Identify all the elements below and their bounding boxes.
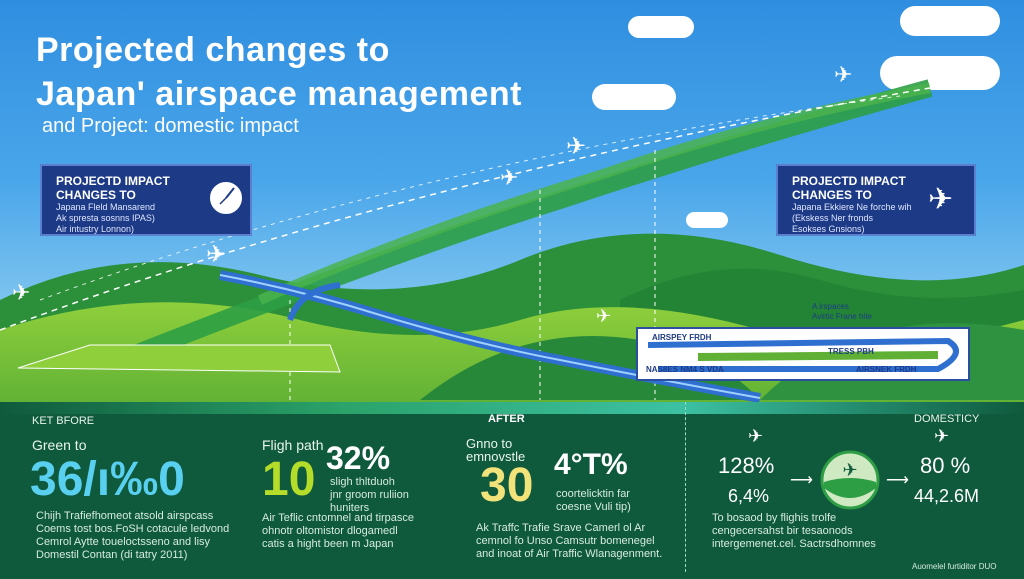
- col2-text: Air Teflic cntomnel and tirpasce ohnotr …: [262, 512, 414, 551]
- cloud: [628, 16, 694, 38]
- arrow-icon: ⟶: [886, 472, 909, 489]
- left-impact-box: PROJECTD IMPACT CHANGES TO Japana Fleld …: [40, 164, 252, 236]
- col1-label: Green to: [32, 437, 87, 453]
- box-heading: PROJECTD IMPACT: [792, 174, 906, 188]
- airspace-label: A irspaces Avirtic Frane hite: [812, 302, 872, 322]
- airplane-icon: ✈: [206, 241, 227, 268]
- col4-text-2: cengecersahst bir tesaonods: [712, 525, 853, 537]
- box-text: Esokses Gnsions): [792, 224, 865, 234]
- route-lines: [647, 337, 959, 372]
- route-label: AIRSNEK FRDH: [856, 365, 917, 374]
- col2-text-1: Air Teflic cntomnel and tirpasce: [262, 512, 415, 524]
- route-label: NAS8ES NM4 S VDA: [646, 365, 724, 374]
- box-heading: PROJECTD IMPACT: [56, 174, 170, 188]
- col1-text-3: Cemrol Aytte toueloctsseno and lisy: [36, 536, 211, 548]
- col1-text: Chijh Trafiefhomeot atsold airspcass Coe…: [36, 510, 229, 562]
- col2-text-3: catis a hight been m Japan: [262, 538, 394, 550]
- airplane-icon: ✈: [834, 62, 853, 87]
- col4-text: To bosaod by flighis trolfe cengecersahs…: [712, 512, 876, 551]
- footer-credit: Auomelel furtiditor DUO: [912, 562, 997, 571]
- cloud: [686, 212, 728, 228]
- airspace-label-2: Avirtic Frane hite: [812, 312, 872, 321]
- box-text: Air intustry Lonnon): [56, 224, 135, 234]
- airplane-icon: ✈: [500, 165, 519, 190]
- col1-text-1: Chijh Trafiefhomeot atsold airspcass: [36, 510, 214, 522]
- box-heading: CHANGES TO: [792, 188, 872, 202]
- col4-value-2: 6,4%: [728, 486, 770, 506]
- col2-big-value: 10: [262, 453, 316, 506]
- title-line-1: Projected changes to: [36, 31, 390, 69]
- col3-text-3: and inoat of Air Traffic Wlanagenment.: [476, 548, 663, 560]
- page-subtitle: and Project: domestic impact: [42, 115, 299, 137]
- col4-value-4: 44,2.6M: [914, 486, 980, 506]
- col3-text-1: Ak Traffc Trafie Srave Camerl ol Ar: [476, 522, 646, 534]
- col4-value-3: 80 %: [920, 453, 971, 478]
- airplane-icon: ✈: [596, 306, 612, 326]
- ket-before-label: KET BFORE: [32, 415, 95, 427]
- col3-label-1: Gnno to: [466, 436, 513, 451]
- box-text: Japana Fleld Mansarend: [56, 202, 156, 212]
- domesticy-label: DOMESTICY: [914, 413, 980, 425]
- col3-label-2: emnovstle: [466, 449, 526, 464]
- col3-desc: coortelicktin far coesne Vuli tip): [556, 488, 631, 514]
- globe-icon: ✈: [820, 450, 880, 510]
- route-label: AIRSPEY FRDH: [652, 333, 712, 342]
- col2-desc-2: jnr groom ruliion: [330, 489, 409, 501]
- box-text: Japana Ekkiere Ne forche wih: [792, 202, 912, 212]
- right-impact-box: PROJECTD IMPACT CHANGES TO Japana Ekkier…: [776, 164, 976, 236]
- col2-percent: 32%: [326, 440, 391, 476]
- col1-text-2: Coems tost bos.FoSH cotacule ledvond: [36, 523, 230, 535]
- col3-percent: 4°T%: [554, 448, 628, 481]
- airplane-icon: ✈: [566, 133, 587, 160]
- col3-desc-1: coortelicktin far: [556, 488, 630, 500]
- cloud: [880, 56, 1000, 90]
- col3-desc-2: coesne Vuli tip): [556, 501, 631, 513]
- col4-value-1: 128%: [718, 453, 775, 478]
- airplane-icon: ✈: [934, 426, 950, 446]
- airplane-icon: ✈: [748, 426, 764, 446]
- after-label: AFTER: [488, 413, 525, 425]
- route-panel: AIRSPEY FRDH TRESS PBH AIRSNEK FRDH NAS8…: [636, 327, 970, 381]
- airspace-label-1: A irspaces: [812, 302, 849, 311]
- cloud: [900, 6, 1000, 36]
- col3-big-value: 30: [480, 459, 534, 512]
- sky-background: [0, 0, 1024, 300]
- col3-text: Ak Traffc Trafie Srave Camerl ol Ar cemn…: [476, 522, 662, 561]
- airplane-icon: ✈: [12, 280, 31, 305]
- col2-desc: sligh thltduoh jnr groom ruliion huniter…: [330, 476, 409, 515]
- bottom-band: [0, 402, 1024, 414]
- col1-text-4: Domestil Contan (di tatry 2011): [36, 549, 188, 561]
- col2-desc-3: huniters: [330, 502, 370, 514]
- col4-text-1: To bosaod by flighis trolfe: [712, 512, 837, 524]
- col2-desc-1: sligh thltduoh: [330, 476, 395, 488]
- page-title: Projected changes to Japan' airspace man…: [36, 28, 522, 116]
- title-line-2: Japan' airspace management: [36, 75, 522, 113]
- col2-text-2: ohnotr oltomistor dlogamedl: [262, 525, 398, 537]
- cloud: [592, 84, 676, 110]
- arrow-icon: ⟶: [790, 472, 813, 489]
- box-heading: CHANGES TO: [56, 188, 136, 202]
- airplane-icon: ✈: [928, 183, 954, 216]
- col1-big-value: 36/ı‰0: [30, 453, 185, 506]
- box-text: Ak spresta sosnns IPAS): [56, 213, 155, 223]
- box-text: (Ekskess Ner fronds: [792, 213, 874, 223]
- divider: [685, 402, 687, 572]
- col4-text-3: intergemenet.cel. Sactrsdhomnes: [712, 538, 876, 550]
- col2-label: Fligh path: [262, 437, 324, 453]
- svg-text:✈: ✈: [842, 460, 857, 480]
- col3-text-2: cemnol fo Unso Camsutr bomenegel: [476, 535, 655, 547]
- col3-label: Gnno to emnovstle: [466, 437, 525, 463]
- route-label: TRESS PBH: [828, 347, 874, 356]
- clock-icon: [208, 180, 244, 216]
